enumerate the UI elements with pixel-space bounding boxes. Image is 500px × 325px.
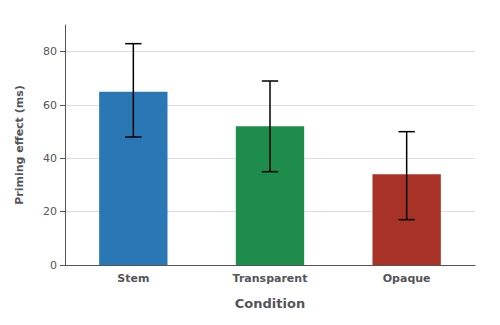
svg-text:Condition: Condition <box>235 296 305 311</box>
svg-text:Transparent: Transparent <box>233 272 308 285</box>
svg-text:40: 40 <box>43 152 57 165</box>
svg-text:0: 0 <box>50 259 57 272</box>
svg-text:Stem: Stem <box>117 272 149 285</box>
svg-text:20: 20 <box>43 205 57 218</box>
svg-text:Opaque: Opaque <box>383 272 431 285</box>
svg-text:60: 60 <box>43 99 57 112</box>
svg-text:80: 80 <box>43 45 57 58</box>
svg-text:Priming effect (ms): Priming effect (ms) <box>13 85 26 205</box>
